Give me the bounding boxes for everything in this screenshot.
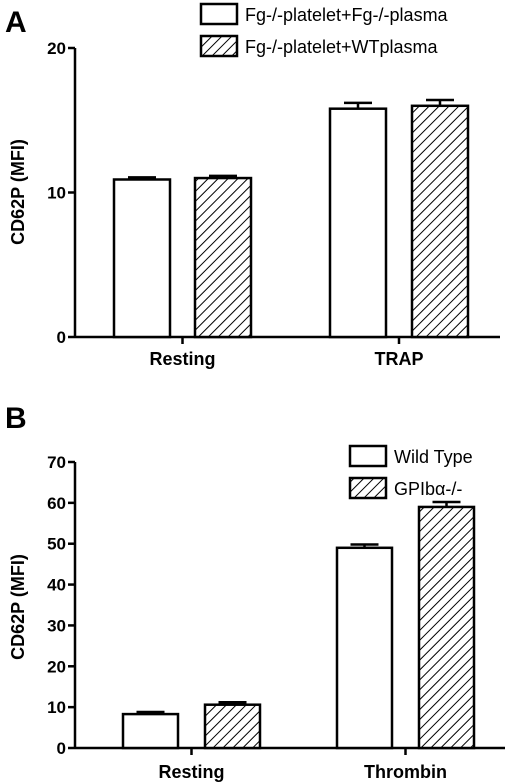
panel-b-categories: Resting Thrombin <box>158 762 447 782</box>
panel-b-legend-label: GPIbα-/- <box>394 479 462 499</box>
panel-b-bar <box>203 703 262 750</box>
panel-b-legend-label: Wild Type <box>394 447 473 467</box>
panel-a-categories: Resting TRAP <box>149 349 423 369</box>
panel-b-y-tick-label: 40 <box>47 576 66 595</box>
panel-b-category-label: Resting <box>158 762 224 782</box>
panel-b-y-tick-label: 10 <box>47 698 66 717</box>
panel-b-bar <box>121 712 180 750</box>
panel-b-legend-swatch <box>348 444 388 468</box>
panel-a-legend-swatch <box>199 34 239 58</box>
panel-b-bar <box>417 505 476 750</box>
panel-a-y-tick-label: 10 <box>47 184 66 203</box>
panel-a-letter: A <box>5 6 27 39</box>
panel-b-y-tick-label: 20 <box>47 657 66 676</box>
panel-b-y-axis-label: CD62P (MFI) <box>8 554 28 660</box>
panel-b-y-tick-label: 30 <box>47 616 66 635</box>
panel-a-bar <box>112 178 172 339</box>
panel-a-y-tick-label: 20 <box>47 39 66 58</box>
panel-a-legend: Fg-/-platelet+Fg-/-plasma Fg-/-platelet+W… <box>199 2 449 58</box>
panel-b: B CD62P (MFI) 0 10 20 30 40 50 60 70 Resting Thr… <box>5 402 505 782</box>
panel-a-y-axis-label: CD62P (MFI) <box>8 139 28 245</box>
panel-a-category-label: TRAP <box>375 349 424 369</box>
panel-b-legend: Wild Type GPIbα-/- <box>348 444 473 500</box>
panel-b-y-tick-label: 70 <box>47 453 66 472</box>
panel-a-bar <box>328 107 388 339</box>
panel-a-bar <box>193 176 253 339</box>
panel-b-y-tick-label: 0 <box>57 739 66 758</box>
panel-a-y-ticks: 0 10 20 <box>47 39 75 347</box>
panel-a-legend-label: Fg-/-platelet+Fg-/-plasma <box>245 5 449 25</box>
panel-a: A CD62P (MFI) 0 10 20 Resting TRAP Fg-/-pla… <box>5 2 500 369</box>
panel-a-category-label: Resting <box>149 349 215 369</box>
panel-b-y-tick-label: 50 <box>47 535 66 554</box>
panel-a-legend-swatch <box>199 2 239 26</box>
panel-b-legend-swatch <box>348 476 388 500</box>
panel-a-y-tick-label: 0 <box>57 328 66 347</box>
panel-a-legend-label: Fg-/-platelet+WTplasma <box>245 37 439 57</box>
panel-b-y-ticks: 0 10 20 30 40 50 60 70 <box>47 453 75 758</box>
panel-a-bars <box>112 98 470 339</box>
panel-b-bar <box>335 546 394 750</box>
panel-a-bar <box>410 104 470 339</box>
panel-b-category-label: Thrombin <box>364 762 447 782</box>
panel-b-letter: B <box>5 402 27 435</box>
panel-b-y-tick-label: 60 <box>47 494 66 513</box>
panel-b-bars <box>121 500 476 750</box>
